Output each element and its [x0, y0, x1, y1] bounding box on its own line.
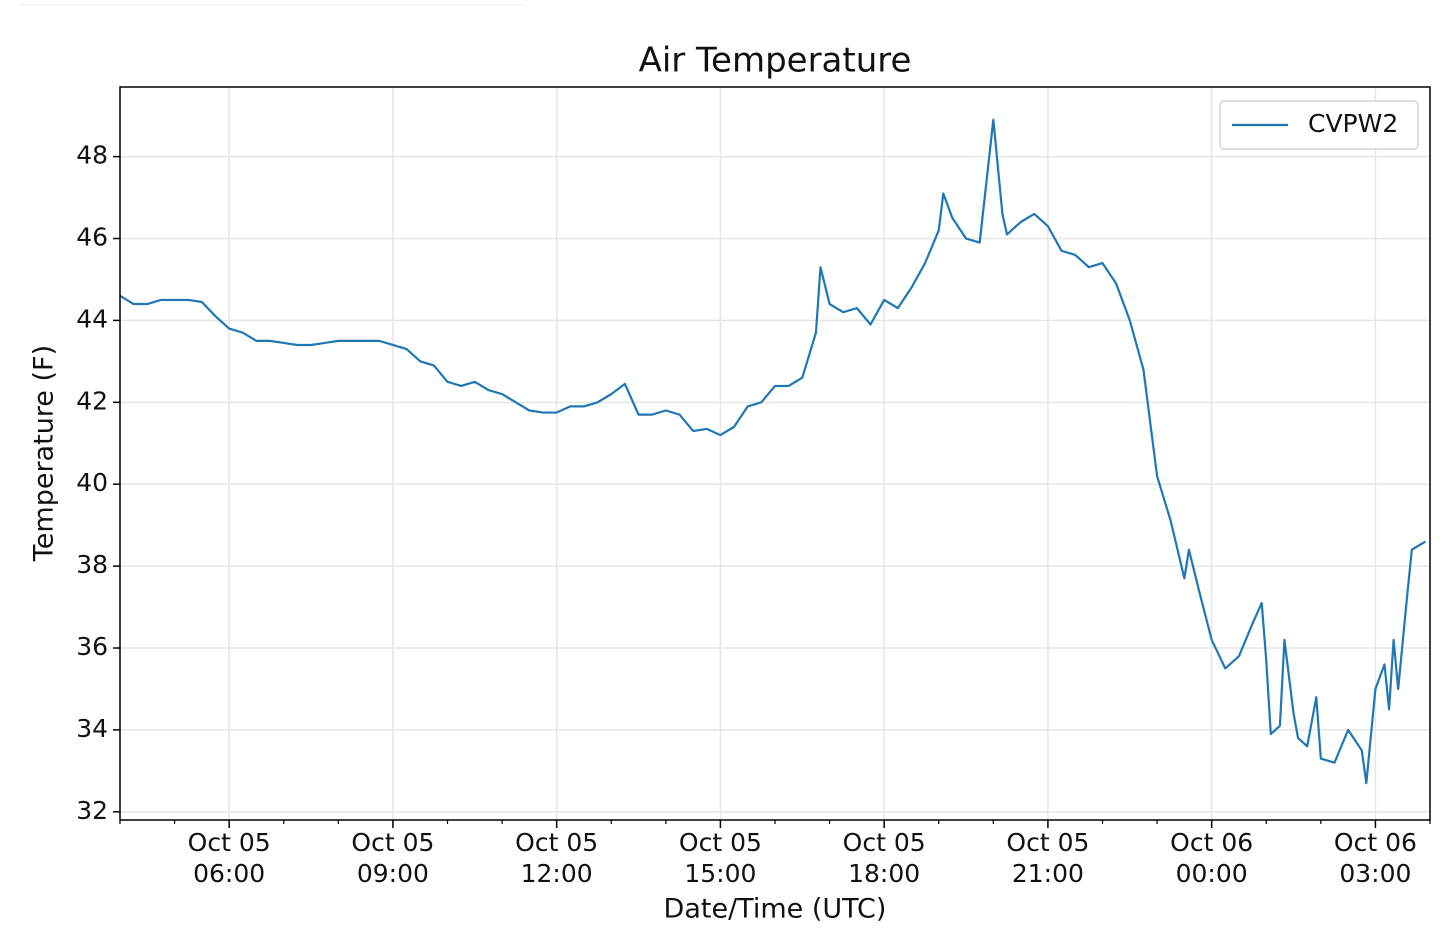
x-tick-label: Oct 05 18:00: [842, 828, 926, 888]
y-axis-label: Temperature (F): [29, 345, 60, 562]
y-tick-label: 34: [76, 714, 108, 743]
x-tick-label: Oct 06 00:00: [1170, 828, 1254, 888]
x-tick-label: Oct 05 15:00: [678, 828, 762, 888]
y-tick-label: 32: [76, 796, 108, 825]
x-tick-label: Oct 06 03:00: [1333, 828, 1417, 888]
chart-title: Air Temperature: [639, 41, 912, 81]
x-tick-label: Oct 05 21:00: [1006, 828, 1090, 888]
y-tick-label: 36: [76, 632, 108, 661]
y-tick-label: 42: [76, 386, 108, 415]
y-tick-label: 40: [76, 468, 108, 497]
x-axis-label: Date/Time (UTC): [664, 894, 887, 925]
y-tick-label: 38: [76, 550, 108, 579]
x-tick-label: Oct 05 09:00: [351, 828, 435, 888]
x-tick-label: Oct 05 06:00: [187, 828, 271, 888]
data-line: [119, 118, 1427, 785]
legend-label: CVPW2: [1308, 109, 1398, 138]
y-tick-label: 44: [76, 304, 108, 333]
y-tick-label: 48: [76, 141, 108, 170]
plot-frame: [119, 86, 1431, 821]
legend-box: [1219, 100, 1419, 150]
x-tick-label: Oct 05 12:00: [515, 828, 599, 888]
y-tick-label: 46: [76, 223, 108, 252]
